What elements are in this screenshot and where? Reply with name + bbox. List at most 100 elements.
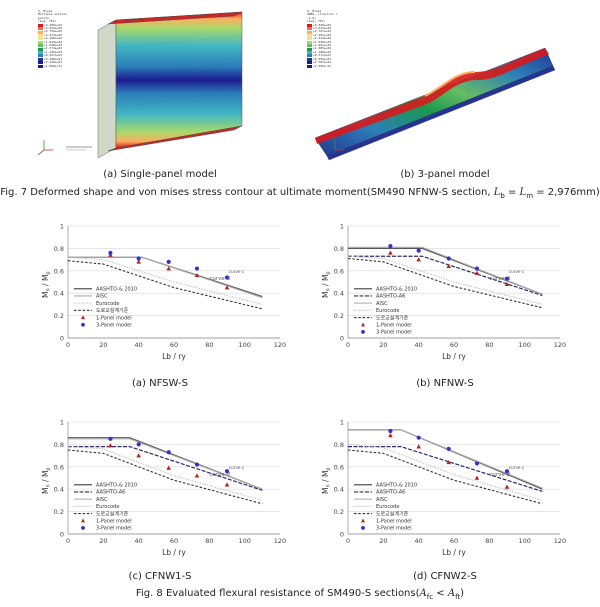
fem-legend-entry: +1.938e+02 xyxy=(307,39,347,44)
x-tick-label: 60 xyxy=(170,537,178,545)
x-tick-label: 60 xyxy=(170,341,178,349)
series-line-korean xyxy=(347,257,543,309)
y-tick-label: 1 xyxy=(60,419,64,427)
legend-entry-label: 3-Panel model xyxy=(376,526,412,532)
chart-nfnw-s: 0 0.2 0.4 0.6 0.8 1 0 20 40 60 80 100 120 Lb / ry Mn /… xyxy=(321,223,566,362)
fem-legend-swatch xyxy=(307,27,312,31)
fem-legend-swatch xyxy=(38,47,43,51)
data-point-1panel xyxy=(446,263,451,269)
fem-legend-a: S, Mises Multiple section points (Avg: 7… xyxy=(38,9,78,68)
fig7-caption-prefix: Fig. 7 Deformed shape and von mises stre… xyxy=(0,187,494,198)
x-tick-label: 0 xyxy=(66,341,70,349)
x-tick-label: 80 xyxy=(205,537,213,545)
y-tick-label: 0 xyxy=(340,335,344,343)
fem-legend-value: +3.044e+02 xyxy=(313,26,332,31)
series-line-korean xyxy=(67,449,263,505)
legend-entry-label: 도로교설계기준 xyxy=(376,314,409,321)
fem-legend-entry: +8.317e+01 xyxy=(307,53,347,58)
y-tick-label: 0.4 xyxy=(54,290,64,298)
legend-marker-1panel xyxy=(361,322,365,327)
series-line-korean xyxy=(67,260,263,310)
data-point-1panel xyxy=(504,281,510,287)
fem-legend-entry: +2.787e+01 xyxy=(307,60,347,65)
curve-label: curve d xyxy=(209,472,230,478)
fem-legend-value: +1.938e+02 xyxy=(313,39,332,44)
data-point-3panel xyxy=(108,436,113,441)
x-tick-label: 120 xyxy=(554,537,566,545)
fig8-caption-math-a: A xyxy=(419,588,427,599)
fem-legend-swatch xyxy=(38,44,43,48)
fem-legend-avg: (Avg: 75%) xyxy=(38,19,57,24)
x-tick-label: 80 xyxy=(485,537,493,545)
x-axis-label: Lb / ry xyxy=(442,352,466,361)
data-point-1panel xyxy=(416,444,421,449)
fem-legend-swatch xyxy=(307,54,312,58)
y-tick-label: 0.8 xyxy=(54,441,64,449)
data-point-1panel xyxy=(194,272,200,278)
fem-three-panel: S, Mises SNEG, (fraction = -1.0) (Avg: 7… xyxy=(305,8,565,163)
x-tick-label: 40 xyxy=(415,537,423,545)
legend-entry-label: AISC xyxy=(96,294,108,300)
fem-legend-entry: +2.749e+01 xyxy=(38,60,78,65)
x-tick-label: 120 xyxy=(274,341,286,349)
fig7-caption: Fig. 7 Deformed shape and von mises stre… xyxy=(0,187,600,200)
fem-legend-value: +1.385e+02 xyxy=(313,46,332,51)
curve-label: curve d xyxy=(489,472,510,478)
legend-entry-label: AASHTO-& 2010 xyxy=(376,483,417,489)
fem-legend-swatch xyxy=(38,64,43,68)
legend-marker-1panel xyxy=(81,518,85,523)
fem-legend-swatch xyxy=(307,23,312,27)
y-tick-label: 1 xyxy=(340,223,344,231)
series-line-aashto2010 xyxy=(348,429,543,490)
legend-marker-3panel xyxy=(361,330,365,334)
legend-marker-1panel xyxy=(81,315,85,320)
fig7-caption-math2: L xyxy=(519,187,527,198)
legend-entry-label: AISC xyxy=(376,497,388,503)
fig7-caption-suffix: = 2,976mm) xyxy=(533,187,600,198)
x-tick-label: 100 xyxy=(518,341,530,349)
fem-legend-value: +1.069e-01 xyxy=(44,63,63,68)
y-axis-label: Mn / Mp xyxy=(41,467,52,494)
data-point-3panel xyxy=(504,469,510,474)
y-tick-label: 0.2 xyxy=(54,312,64,320)
fem-legend-title: S, Mises xyxy=(307,9,322,13)
fem-legend-entry: +2.214e+02 xyxy=(307,36,347,41)
legend-entry-label: AASHTO-& 2010 xyxy=(376,287,417,293)
fem-legend-swatch xyxy=(38,61,43,65)
fig8-caption-sub-a: fc xyxy=(426,593,434,601)
fem-legend-swatch xyxy=(38,37,43,41)
fem-legend-value: +5.552e+01 xyxy=(313,56,332,61)
legend-entry-label: Eurocode xyxy=(376,308,399,314)
fem-legend-entry: +2.199e+02 xyxy=(38,36,78,41)
fig7a-label: (a) Single-panel model xyxy=(103,169,217,180)
fem-legend-swatch xyxy=(307,51,312,55)
y-axis-label: Mn / Mp xyxy=(321,271,332,298)
fem-legend-entry: +5.498e+01 xyxy=(38,56,78,61)
legend-entry-label: AASHTO-A6 xyxy=(96,490,125,496)
fem-legend-avg: (Avg: 75%) xyxy=(307,19,326,24)
fem-legend-entry: +3.044e+02 xyxy=(307,26,347,31)
fig7-caption-sub: b xyxy=(500,192,505,200)
legend-entry-label: AASHTO-& 2010 xyxy=(96,287,137,293)
fig7-caption-eq: = xyxy=(504,187,520,198)
fem-legend-value: +5.498e+01 xyxy=(44,56,63,61)
data-point-1panel xyxy=(388,433,393,438)
fem-legend-value: +2.749e+01 xyxy=(44,60,63,65)
data-point-1panel xyxy=(474,270,480,275)
x-tick-label: 40 xyxy=(415,341,423,349)
legend-entry-label: AASHTO-A6 xyxy=(376,294,405,300)
fem-legend-entry: +2.491e+02 xyxy=(307,32,347,38)
data-point-3panel xyxy=(136,256,141,261)
x-tick-label: 80 xyxy=(205,341,213,349)
legend-entry-label: Eurocode xyxy=(96,301,119,307)
fem-legend-swatch xyxy=(307,61,312,65)
data-point-1panel xyxy=(166,266,171,271)
fem-legend-entry: +1.924e+02 xyxy=(38,40,78,44)
x-tick-label: 20 xyxy=(379,341,387,349)
fem-legend-swatch xyxy=(307,37,312,41)
data-point-3panel xyxy=(474,266,480,271)
legend-entry-label: 3-Panel model xyxy=(376,330,412,336)
fem-legend-entry: +2.767e+02 xyxy=(307,30,347,34)
fem-legend-value: +2.491e+02 xyxy=(313,32,332,37)
fem-legend-swatch xyxy=(307,40,312,44)
